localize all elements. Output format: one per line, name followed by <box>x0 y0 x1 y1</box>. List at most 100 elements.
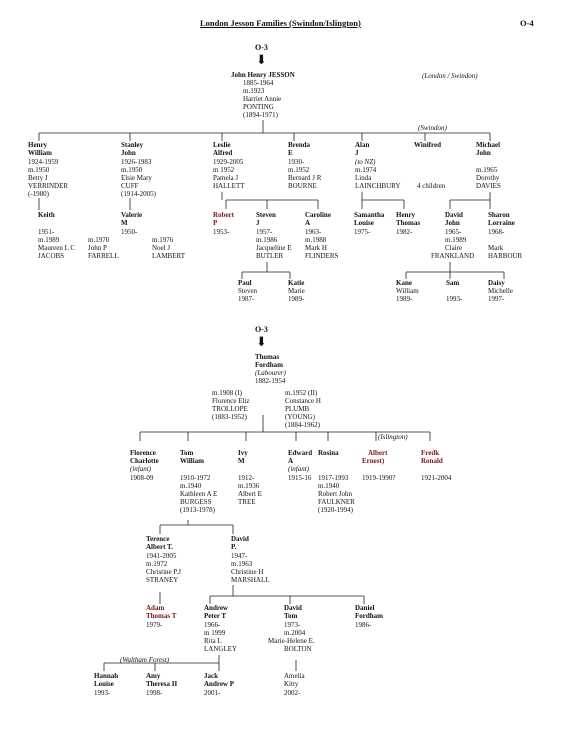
marriage-detail: (1883-1952) <box>212 413 247 421</box>
person-first-name: Ivy <box>238 449 248 457</box>
marriage-detail: (YOUNG) <box>285 413 315 421</box>
location-note: (Waltham Forest) <box>120 656 170 664</box>
person-detail: 1919-1990? <box>362 474 396 482</box>
person-first-name: Caroline <box>305 211 331 219</box>
person-second-name: Thomas <box>396 219 421 227</box>
person-first-name: Samantha <box>354 211 385 219</box>
person-detail: (to NZ) <box>355 158 376 166</box>
person-detail: 1926-1983 <box>121 158 152 166</box>
person-detail: 1910-1972 <box>180 474 211 482</box>
location-note: (London / Swindon) <box>422 72 478 80</box>
person-detail: 1993- <box>446 295 463 303</box>
person-first-name: Henry <box>28 141 48 149</box>
person-detail: 1953- <box>213 228 230 236</box>
person-second-name: E <box>288 149 293 157</box>
location-note: (Islington) <box>378 433 408 441</box>
person-detail: m.1972 <box>146 560 168 568</box>
person-first-name: Henry <box>396 211 416 219</box>
person-detail: 1921-2004 <box>421 474 452 482</box>
person-second-name: Kitty <box>284 680 299 688</box>
person-first-name: Adam <box>146 604 165 612</box>
person-first-name: Andrew <box>204 604 228 612</box>
person-first-name: David <box>231 535 249 543</box>
person-detail: 2002- <box>284 689 301 697</box>
person-first-name: Alan <box>355 141 370 149</box>
person-detail: Pamela J <box>213 174 239 182</box>
person-detail: 1973- <box>284 621 301 629</box>
person-detail: 1915-16 <box>288 474 312 482</box>
person-detail: Christine H <box>231 568 264 576</box>
spouse-detail: FARRELL <box>88 252 119 260</box>
page-title: London Jesson Families (Swindon/Islingto… <box>200 18 361 28</box>
person-detail: 1912- <box>238 474 255 482</box>
root-ancestor-detail: 1885-1964 <box>243 79 274 87</box>
person-second-name: J <box>256 219 260 227</box>
person-detail: 1979- <box>146 621 163 629</box>
root-ancestor-detail: Harriet Annie <box>243 95 282 103</box>
person-first-name: Florence <box>130 449 156 457</box>
spouse-detail: LAMBERT <box>152 252 186 260</box>
person-detail: (1914-2005) <box>121 190 156 198</box>
person-detail: HALLETT <box>213 182 245 190</box>
person-second-name: John <box>476 149 491 157</box>
person-detail: 1987- <box>238 295 255 303</box>
person-detail: Marie-Helene E. <box>268 637 315 645</box>
person-first-name: Jack <box>204 672 218 680</box>
person-first-name: Hannah <box>94 672 119 680</box>
person-second-name: Michelle <box>488 287 513 295</box>
person-detail: (1920-1994) <box>318 506 353 514</box>
person-detail: 1989- <box>396 295 413 303</box>
person-second-name: Charlotte <box>130 457 159 465</box>
person-first-name: David <box>284 604 302 612</box>
person-detail: m.1950 <box>121 166 143 174</box>
person-first-name: Albert <box>368 449 388 457</box>
person-detail: 1908-09 <box>130 474 154 482</box>
person-first-name: Kane <box>396 279 412 287</box>
person-detail: JACOBS <box>38 252 65 260</box>
person-detail: 1975- <box>354 228 371 236</box>
root-ancestor-occupation: (Labourer) <box>255 369 286 377</box>
person-first-name: Sharon <box>488 211 510 219</box>
person-detail: 1968- <box>488 228 505 236</box>
person-detail: BOLTON <box>284 645 312 653</box>
person-second-name: Peter T <box>204 612 227 620</box>
marriage-detail: m.1908 (I) <box>212 389 242 397</box>
person-detail: 1950- <box>121 228 138 236</box>
person-detail: 1917-1993 <box>318 474 349 482</box>
person-detail: Elsie Mary <box>121 174 152 182</box>
person-note: (infant) <box>288 465 309 473</box>
person-second-name: Fordham <box>355 612 383 620</box>
person-detail: Claire <box>445 244 463 252</box>
spouse-detail: Noel J <box>152 244 171 252</box>
person-first-name: Terence <box>146 535 170 543</box>
person-second-name: M <box>238 457 245 465</box>
marriage-detail: TROLLOPE <box>212 405 248 413</box>
marriage-detail: m.1952 (II) <box>285 389 318 397</box>
person-detail: Christine P.J <box>146 568 182 576</box>
person-first-name: Edward <box>288 449 313 457</box>
cross-reference-label: O-3 <box>255 325 268 334</box>
spouse-detail: m.1970 <box>88 236 110 244</box>
person-detail: Betty J <box>28 174 48 182</box>
person-detail: MARSHALL <box>231 576 270 584</box>
person-detail: 1929-2005 <box>213 158 244 166</box>
person-detail: m 1999 <box>204 629 226 637</box>
person-detail: m.1988 <box>305 236 327 244</box>
person-second-name: John <box>121 149 136 157</box>
person-first-name: Daniel <box>355 604 375 612</box>
person-first-name: Keith <box>38 211 55 219</box>
person-detail: 1997- <box>488 295 505 303</box>
person-first-name: Robert <box>213 211 234 219</box>
person-second-name: A <box>288 457 294 465</box>
person-detail: 1966- <box>204 621 221 629</box>
person-first-name: Fredk <box>421 449 440 457</box>
person-second-name: J <box>355 149 359 157</box>
person-detail: 1986- <box>355 621 372 629</box>
person-first-name: Stanley <box>121 141 144 149</box>
person-second-name: William <box>396 287 419 295</box>
person-second-name: Marie <box>288 287 305 295</box>
person-detail: FAULKNER <box>318 498 355 506</box>
person-detail: m.1963 <box>231 560 253 568</box>
person-first-name: David <box>445 211 463 219</box>
